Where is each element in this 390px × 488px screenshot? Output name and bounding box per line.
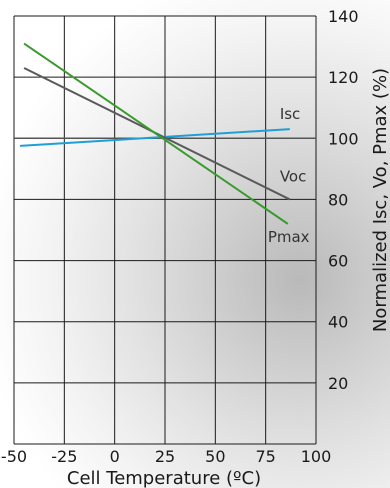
series-label-voc: Voc xyxy=(280,167,307,185)
x-tick-label: 50 xyxy=(205,447,225,466)
y-tick-label: 100 xyxy=(328,129,359,148)
x-tick-label: 0 xyxy=(110,447,120,466)
series-line-isc xyxy=(19,128,290,147)
x-tick-label: -50 xyxy=(1,447,27,466)
x-tick-label: 25 xyxy=(155,447,175,466)
x-tick-labels: -50 -25 0 25 50 75 100 xyxy=(1,447,331,466)
series-labels: Isc Voc Pmax xyxy=(268,105,310,246)
x-tick-label: 100 xyxy=(301,447,332,466)
x-tick-label: 75 xyxy=(255,447,275,466)
y-axis-label: Normalized Isc, Vo, Pmax (%) xyxy=(370,68,390,332)
y-tick-label: 60 xyxy=(328,252,348,271)
y-tick-label: 80 xyxy=(328,190,348,209)
x-tick-label: -25 xyxy=(51,447,77,466)
series-label-pmax: Pmax xyxy=(268,228,310,246)
series-label-isc: Isc xyxy=(280,105,301,123)
y-tick-label: 40 xyxy=(328,313,348,332)
y-tick-label: 20 xyxy=(328,374,348,393)
series-lines xyxy=(19,42,291,225)
x-axis-label: Cell Temperature (ºC) xyxy=(67,468,261,488)
series-line-pmax xyxy=(23,42,289,225)
y-tick-label: 120 xyxy=(328,68,359,87)
y-tick-label: 140 xyxy=(328,7,359,26)
y-tick-labels: 20 40 60 80 100 120 140 xyxy=(328,7,359,393)
